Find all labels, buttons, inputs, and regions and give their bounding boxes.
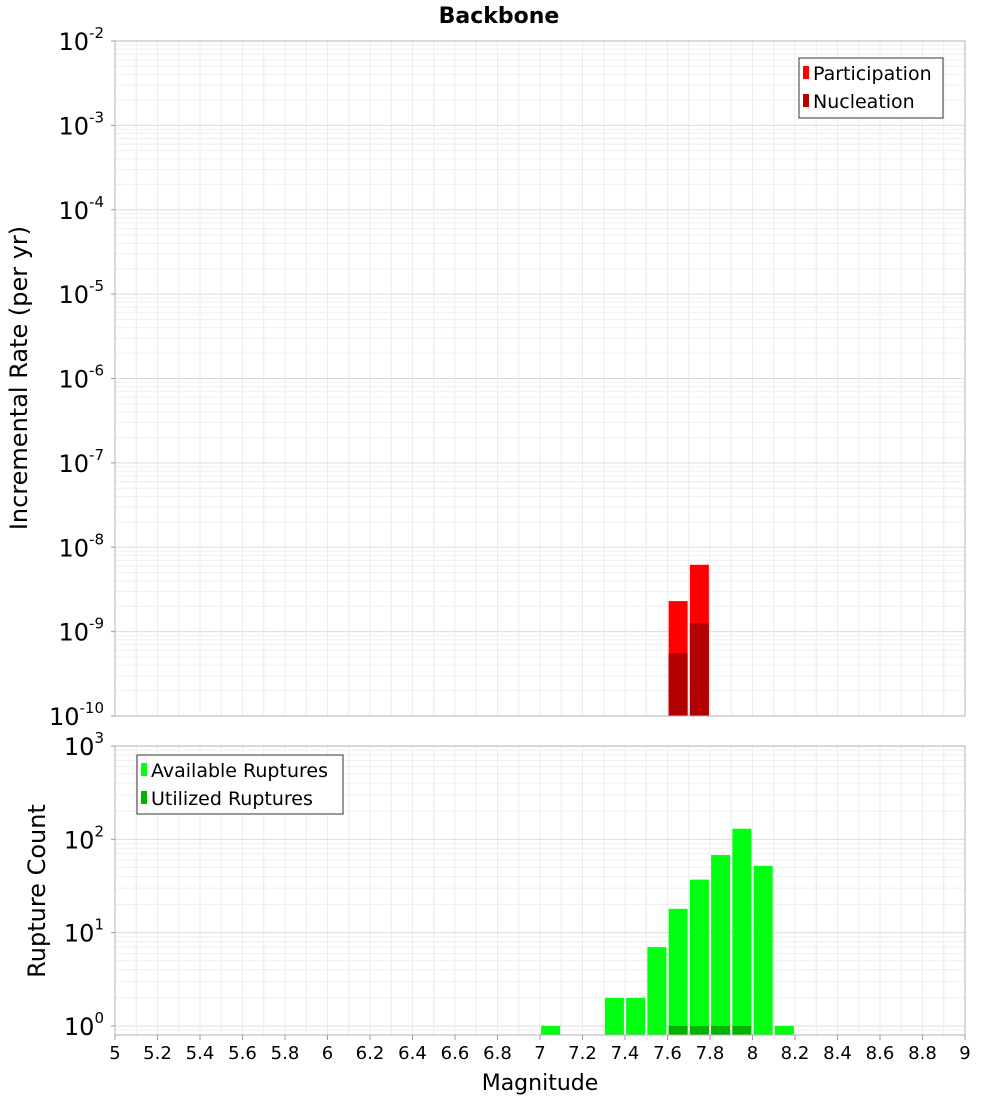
x-tick-label: 5.4 — [186, 1043, 215, 1064]
legend-swatch — [141, 763, 147, 776]
x-tick-label: 6.2 — [356, 1043, 385, 1064]
x-tick-label: 9 — [959, 1043, 970, 1064]
bar-nucleation — [689, 623, 709, 716]
x-axis-label: Magnitude — [482, 1071, 599, 1096]
y-tick-label: 103 — [64, 729, 104, 761]
x-tick-label: 8.8 — [908, 1043, 937, 1064]
bottom-y-axis-ticks: 100 101 102 103 — [64, 729, 115, 1041]
bar-available-ruptures — [647, 947, 667, 1035]
bar-utilized-ruptures — [689, 1025, 709, 1035]
legend-entry: Nucleation — [813, 91, 915, 113]
y-tick-label: 102 — [64, 822, 104, 854]
legend-box — [798, 57, 944, 119]
bottom-y-axis-label: Rupture Count — [23, 804, 51, 978]
x-tick-label: 7.4 — [611, 1043, 640, 1064]
legend-swatch — [141, 791, 147, 804]
chart-title: Backbone — [439, 4, 560, 29]
bar-available-ruptures — [689, 879, 709, 1035]
x-tick-label: 8 — [747, 1043, 758, 1064]
legend-swatch — [803, 94, 809, 107]
x-tick-label: 7.2 — [568, 1043, 597, 1064]
x-tick-label: 5.2 — [143, 1043, 172, 1064]
top-plot-bars — [668, 564, 709, 716]
x-tick-label: 5.6 — [228, 1043, 257, 1064]
bar-utilized-ruptures — [732, 1025, 752, 1035]
top-legend: Participation Nucleation — [798, 57, 944, 119]
x-tick-label: 6 — [322, 1043, 333, 1064]
bar-available-ruptures — [774, 1025, 794, 1035]
top-y-axis-ticks: 10-10 10-9 10-8 10-7 10-6 10-5 10-4 10-3 10-2 — [49, 24, 115, 731]
y-tick-label: 10-3 — [58, 108, 104, 140]
x-tick-label: 7.6 — [653, 1043, 682, 1064]
bar-available-ruptures — [711, 854, 731, 1035]
bar-available-ruptures — [732, 828, 752, 1035]
legend-box — [136, 754, 344, 815]
x-tick-label: 6.6 — [441, 1043, 470, 1064]
legend-entry: Participation — [813, 63, 932, 85]
y-tick-label: 10-4 — [58, 193, 104, 225]
bar-available-ruptures — [541, 1025, 561, 1035]
bar-utilized-ruptures — [711, 1025, 731, 1035]
bar-utilized-ruptures — [668, 1025, 688, 1035]
y-tick-label: 10-7 — [58, 446, 104, 478]
bar-available-ruptures — [626, 997, 646, 1035]
x-tick-label: 7 — [534, 1043, 545, 1064]
bar-nucleation — [668, 653, 688, 716]
y-tick-label: 10-2 — [58, 24, 104, 56]
x-tick-label: 8.2 — [781, 1043, 810, 1064]
x-tick-label: 5 — [109, 1043, 120, 1064]
x-tick-label: 8.4 — [823, 1043, 852, 1064]
bar-available-ruptures — [668, 908, 688, 1035]
legend-entry: Available Ruptures — [151, 760, 328, 782]
y-tick-label: 10-10 — [49, 699, 104, 731]
x-tick-label: 5.8 — [271, 1043, 300, 1064]
x-axis-ticks: 5 5.2 5.4 5.6 5.8 6 6.2 6.4 6.6 6.8 7 7.2 7.4 7.6 7.8 8… — [109, 1035, 971, 1064]
y-tick-label: 10-8 — [58, 530, 104, 562]
bar-available-ruptures — [604, 997, 624, 1035]
y-tick-label: 10-5 — [58, 277, 104, 309]
x-tick-label: 8.6 — [866, 1043, 895, 1064]
y-tick-label: 100 — [64, 1009, 104, 1041]
x-tick-label: 6.4 — [398, 1043, 427, 1064]
y-tick-label: 101 — [64, 916, 104, 948]
top-plot-grid — [114, 40, 966, 717]
legend-swatch — [803, 66, 809, 79]
top-y-axis-label: Incremental Rate (per yr) — [5, 226, 33, 530]
bottom-legend: Available Ruptures Utilized Ruptures — [136, 754, 344, 815]
x-tick-label: 6.8 — [483, 1043, 512, 1064]
bottom-plot-bars — [541, 828, 794, 1035]
x-tick-label: 7.8 — [696, 1043, 725, 1064]
bar-available-ruptures — [753, 865, 773, 1035]
legend-entry: Utilized Ruptures — [151, 788, 313, 810]
y-tick-label: 10-6 — [58, 362, 104, 394]
y-tick-label: 10-9 — [58, 615, 104, 647]
